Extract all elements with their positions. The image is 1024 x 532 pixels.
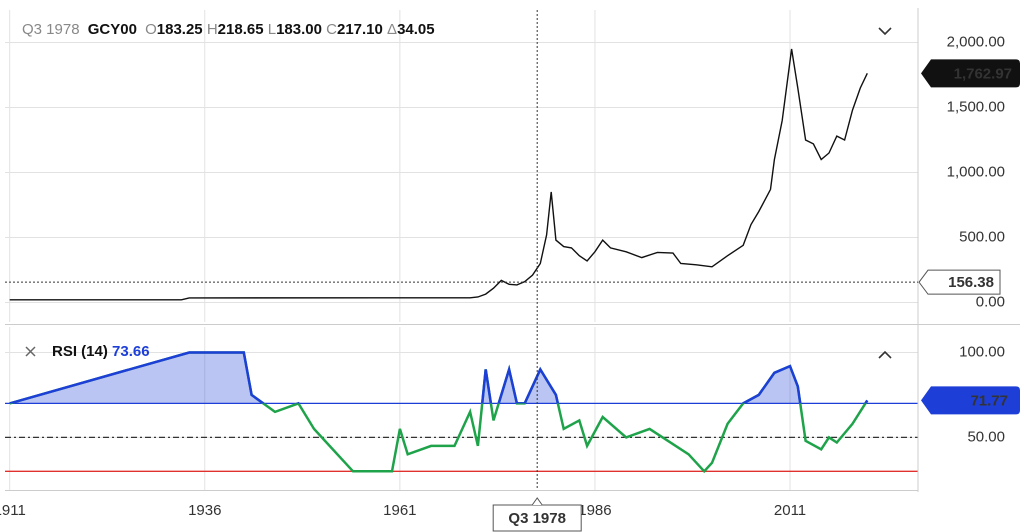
rsi-line-overbought (9, 351, 869, 404)
indicator-legend: RSI (14) 73.66 (52, 343, 150, 360)
legend: Q3 1978 GCY00 O183.25 H218.65 L183.00 C2… (22, 21, 435, 38)
price-line (9, 48, 868, 301)
y-tick-label: 1,000.00 (947, 163, 1005, 180)
low: 183.00 (276, 21, 322, 38)
change: 34.05 (397, 21, 435, 38)
expand-chevron[interactable] (878, 350, 892, 359)
y-tick-label: 50.00 (967, 428, 1005, 445)
crosshair-x-badge (492, 504, 582, 532)
rsi-overbought-fill (9, 352, 868, 404)
y-tick-label: 1,500.00 (947, 98, 1005, 115)
x-tick-label: 1911 (0, 502, 26, 519)
open-label: O (145, 21, 157, 38)
last-rsi-label: 71.77 (970, 392, 1008, 409)
y-tick-label: 500.00 (959, 228, 1005, 245)
last-rsi-badge (921, 386, 1020, 415)
close: 217.10 (337, 21, 383, 38)
collapse-chevron[interactable] (878, 27, 892, 36)
crosshair-y-label: 156.38 (948, 274, 994, 291)
y-tick-label: 100.00 (959, 343, 1005, 360)
crosshair-y-badge (918, 269, 1001, 295)
high: 218.65 (218, 21, 264, 38)
crosshair-x-label: Q3 1978 (508, 510, 566, 527)
remove-indicator[interactable] (25, 346, 36, 357)
last-price-label: 1,762.97 (954, 65, 1012, 82)
x-tick-label: 1936 (188, 502, 221, 519)
indicator-name: RSI (14) (52, 343, 108, 360)
x-tick-label: 1961 (383, 502, 416, 519)
last-price-badge (921, 59, 1020, 88)
indicator-value: 73.66 (112, 343, 150, 360)
y-tick-label: 2,000.00 (947, 33, 1005, 50)
symbol: GCY00 (88, 21, 137, 38)
period: Q3 1978 (22, 21, 80, 38)
x-tick-label: 1986 (578, 502, 611, 519)
high-label: H (207, 21, 218, 38)
open: 183.25 (157, 21, 203, 38)
x-tick-label: 2011 (774, 502, 806, 519)
change-label: Δ (387, 21, 397, 38)
plot-layer (5, 10, 918, 490)
low-label: L (268, 21, 276, 38)
close-label: C (326, 21, 337, 38)
y-tick-label: 0.00 (976, 293, 1005, 310)
crosshair-x-pointer (531, 497, 543, 506)
